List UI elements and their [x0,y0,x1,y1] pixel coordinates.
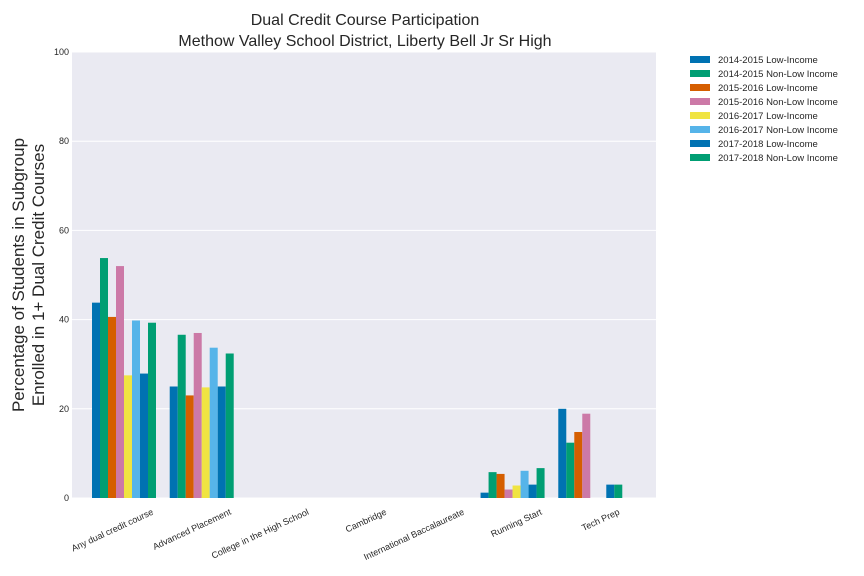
y-tick-label: 0 [64,493,69,503]
legend-entry: 2016-2017 Low-Income [718,111,818,122]
legend-entry: 2017-2018 Low-Income [718,139,818,150]
y-axis-label-line-2: Enrolled in 1+ Dual Credit Courses [29,144,48,406]
bar [132,320,140,498]
legend-swatch [690,56,710,63]
bar [574,431,583,498]
legend-entry: 2015-2016 Non-Low Income [718,97,838,108]
legend: 2014-2015 Low-Income 2014-2015 Non-Low In… [690,55,838,164]
legend-entry: 2017-2018 Non-Low Income [718,153,838,164]
bar [185,395,194,498]
legend-swatch [690,140,710,147]
bar [124,375,132,498]
y-tick-label: 20 [59,404,69,414]
y-tick-label: 60 [59,225,69,235]
legend-swatch [690,126,710,133]
bar [582,413,591,498]
bar [116,266,124,498]
plot-area [72,52,656,498]
x-tick-label: Tech Prep [580,507,621,533]
bar [225,353,234,498]
chart-subtitle: Methow Valley School District, Liberty B… [178,33,551,50]
bar [558,408,567,498]
y-tick-label: 40 [59,315,69,325]
x-tick-label: Any dual credit course [70,507,155,554]
bar [512,485,521,498]
bar [169,386,178,498]
x-tick-label: Advanced Placement [151,507,233,552]
y-axis-label-line-1: Percentage of Students in Subgroup [9,138,28,412]
legend-entry: 2014-2015 Non-Low Income [718,69,838,80]
legend-swatch [690,84,710,91]
bar [606,484,615,498]
y-tick-label: 80 [59,136,69,146]
bars [92,258,623,498]
bar [566,442,575,498]
legend-entry: 2014-2015 Low-Income [718,55,818,66]
bar [520,470,529,498]
bar [614,484,623,498]
bar [536,468,545,498]
bar [140,373,148,498]
chart-title: Dual Credit Course Participation [251,12,480,29]
x-tick-label: Running Start [489,507,544,540]
bar [201,387,210,498]
y-axis-ticks: 0 20 40 60 80 100 [54,47,69,503]
bar [92,302,100,498]
y-tick-label: 100 [54,47,69,57]
bar [209,347,218,498]
bar [496,473,505,498]
y-axis-label: Percentage of Students in Subgroup Enrol… [9,138,48,412]
bar [193,332,202,498]
legend-swatch [690,70,710,77]
bar [108,316,116,498]
x-tick-label: Cambridge [344,507,388,535]
legend-swatch [690,112,710,119]
bar [177,334,186,498]
bar [504,489,513,498]
legend-swatch [690,154,710,161]
legend-swatch [690,98,710,105]
bar [100,258,108,498]
legend-entry: 2015-2016 Low-Income [718,83,818,94]
bar [488,472,497,498]
bar [217,386,226,498]
bar [528,484,537,498]
bar [148,322,156,498]
bar [480,492,489,498]
legend-entry: 2016-2017 Non-Low Income [718,125,838,136]
